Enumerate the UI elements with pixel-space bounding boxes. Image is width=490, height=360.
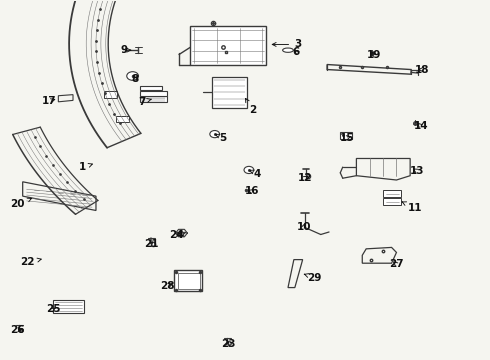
Text: 5: 5 xyxy=(216,133,227,143)
FancyBboxPatch shape xyxy=(212,77,247,108)
Text: 26: 26 xyxy=(11,325,25,335)
Text: 13: 13 xyxy=(410,166,424,176)
Text: 8: 8 xyxy=(131,74,139,84)
Text: 25: 25 xyxy=(46,304,61,314)
FancyBboxPatch shape xyxy=(383,198,401,205)
Text: 16: 16 xyxy=(245,186,259,197)
Text: 17: 17 xyxy=(42,96,57,106)
FancyBboxPatch shape xyxy=(383,190,401,197)
FancyBboxPatch shape xyxy=(340,132,352,139)
FancyBboxPatch shape xyxy=(116,116,129,122)
FancyBboxPatch shape xyxy=(104,91,118,98)
Text: 12: 12 xyxy=(297,173,312,183)
Text: 23: 23 xyxy=(220,339,235,349)
Text: 21: 21 xyxy=(144,239,158,249)
Text: 29: 29 xyxy=(304,273,321,283)
FancyBboxPatch shape xyxy=(140,86,162,90)
Text: 15: 15 xyxy=(340,133,354,143)
Text: 24: 24 xyxy=(169,230,184,239)
Text: 20: 20 xyxy=(11,198,31,210)
Text: 6: 6 xyxy=(292,46,299,57)
Text: 18: 18 xyxy=(415,64,429,75)
Text: 28: 28 xyxy=(161,281,175,291)
Text: 14: 14 xyxy=(414,121,428,131)
FancyBboxPatch shape xyxy=(140,91,167,96)
Circle shape xyxy=(210,131,220,138)
Circle shape xyxy=(244,166,254,174)
Ellipse shape xyxy=(283,48,294,52)
Text: 1: 1 xyxy=(79,162,93,172)
Text: 10: 10 xyxy=(296,222,311,232)
Text: 22: 22 xyxy=(20,257,41,267)
Text: 9: 9 xyxy=(120,45,131,55)
Text: 2: 2 xyxy=(245,98,256,115)
Circle shape xyxy=(127,72,139,80)
FancyBboxPatch shape xyxy=(190,26,266,65)
Text: 4: 4 xyxy=(250,168,261,179)
Text: 3: 3 xyxy=(272,40,301,49)
FancyBboxPatch shape xyxy=(177,273,199,289)
Text: 7: 7 xyxy=(139,97,151,107)
Text: 19: 19 xyxy=(368,50,382,60)
Text: 27: 27 xyxy=(389,259,404,269)
FancyBboxPatch shape xyxy=(53,300,84,314)
FancyBboxPatch shape xyxy=(174,270,202,291)
FancyBboxPatch shape xyxy=(140,96,167,102)
Text: 11: 11 xyxy=(402,202,422,213)
